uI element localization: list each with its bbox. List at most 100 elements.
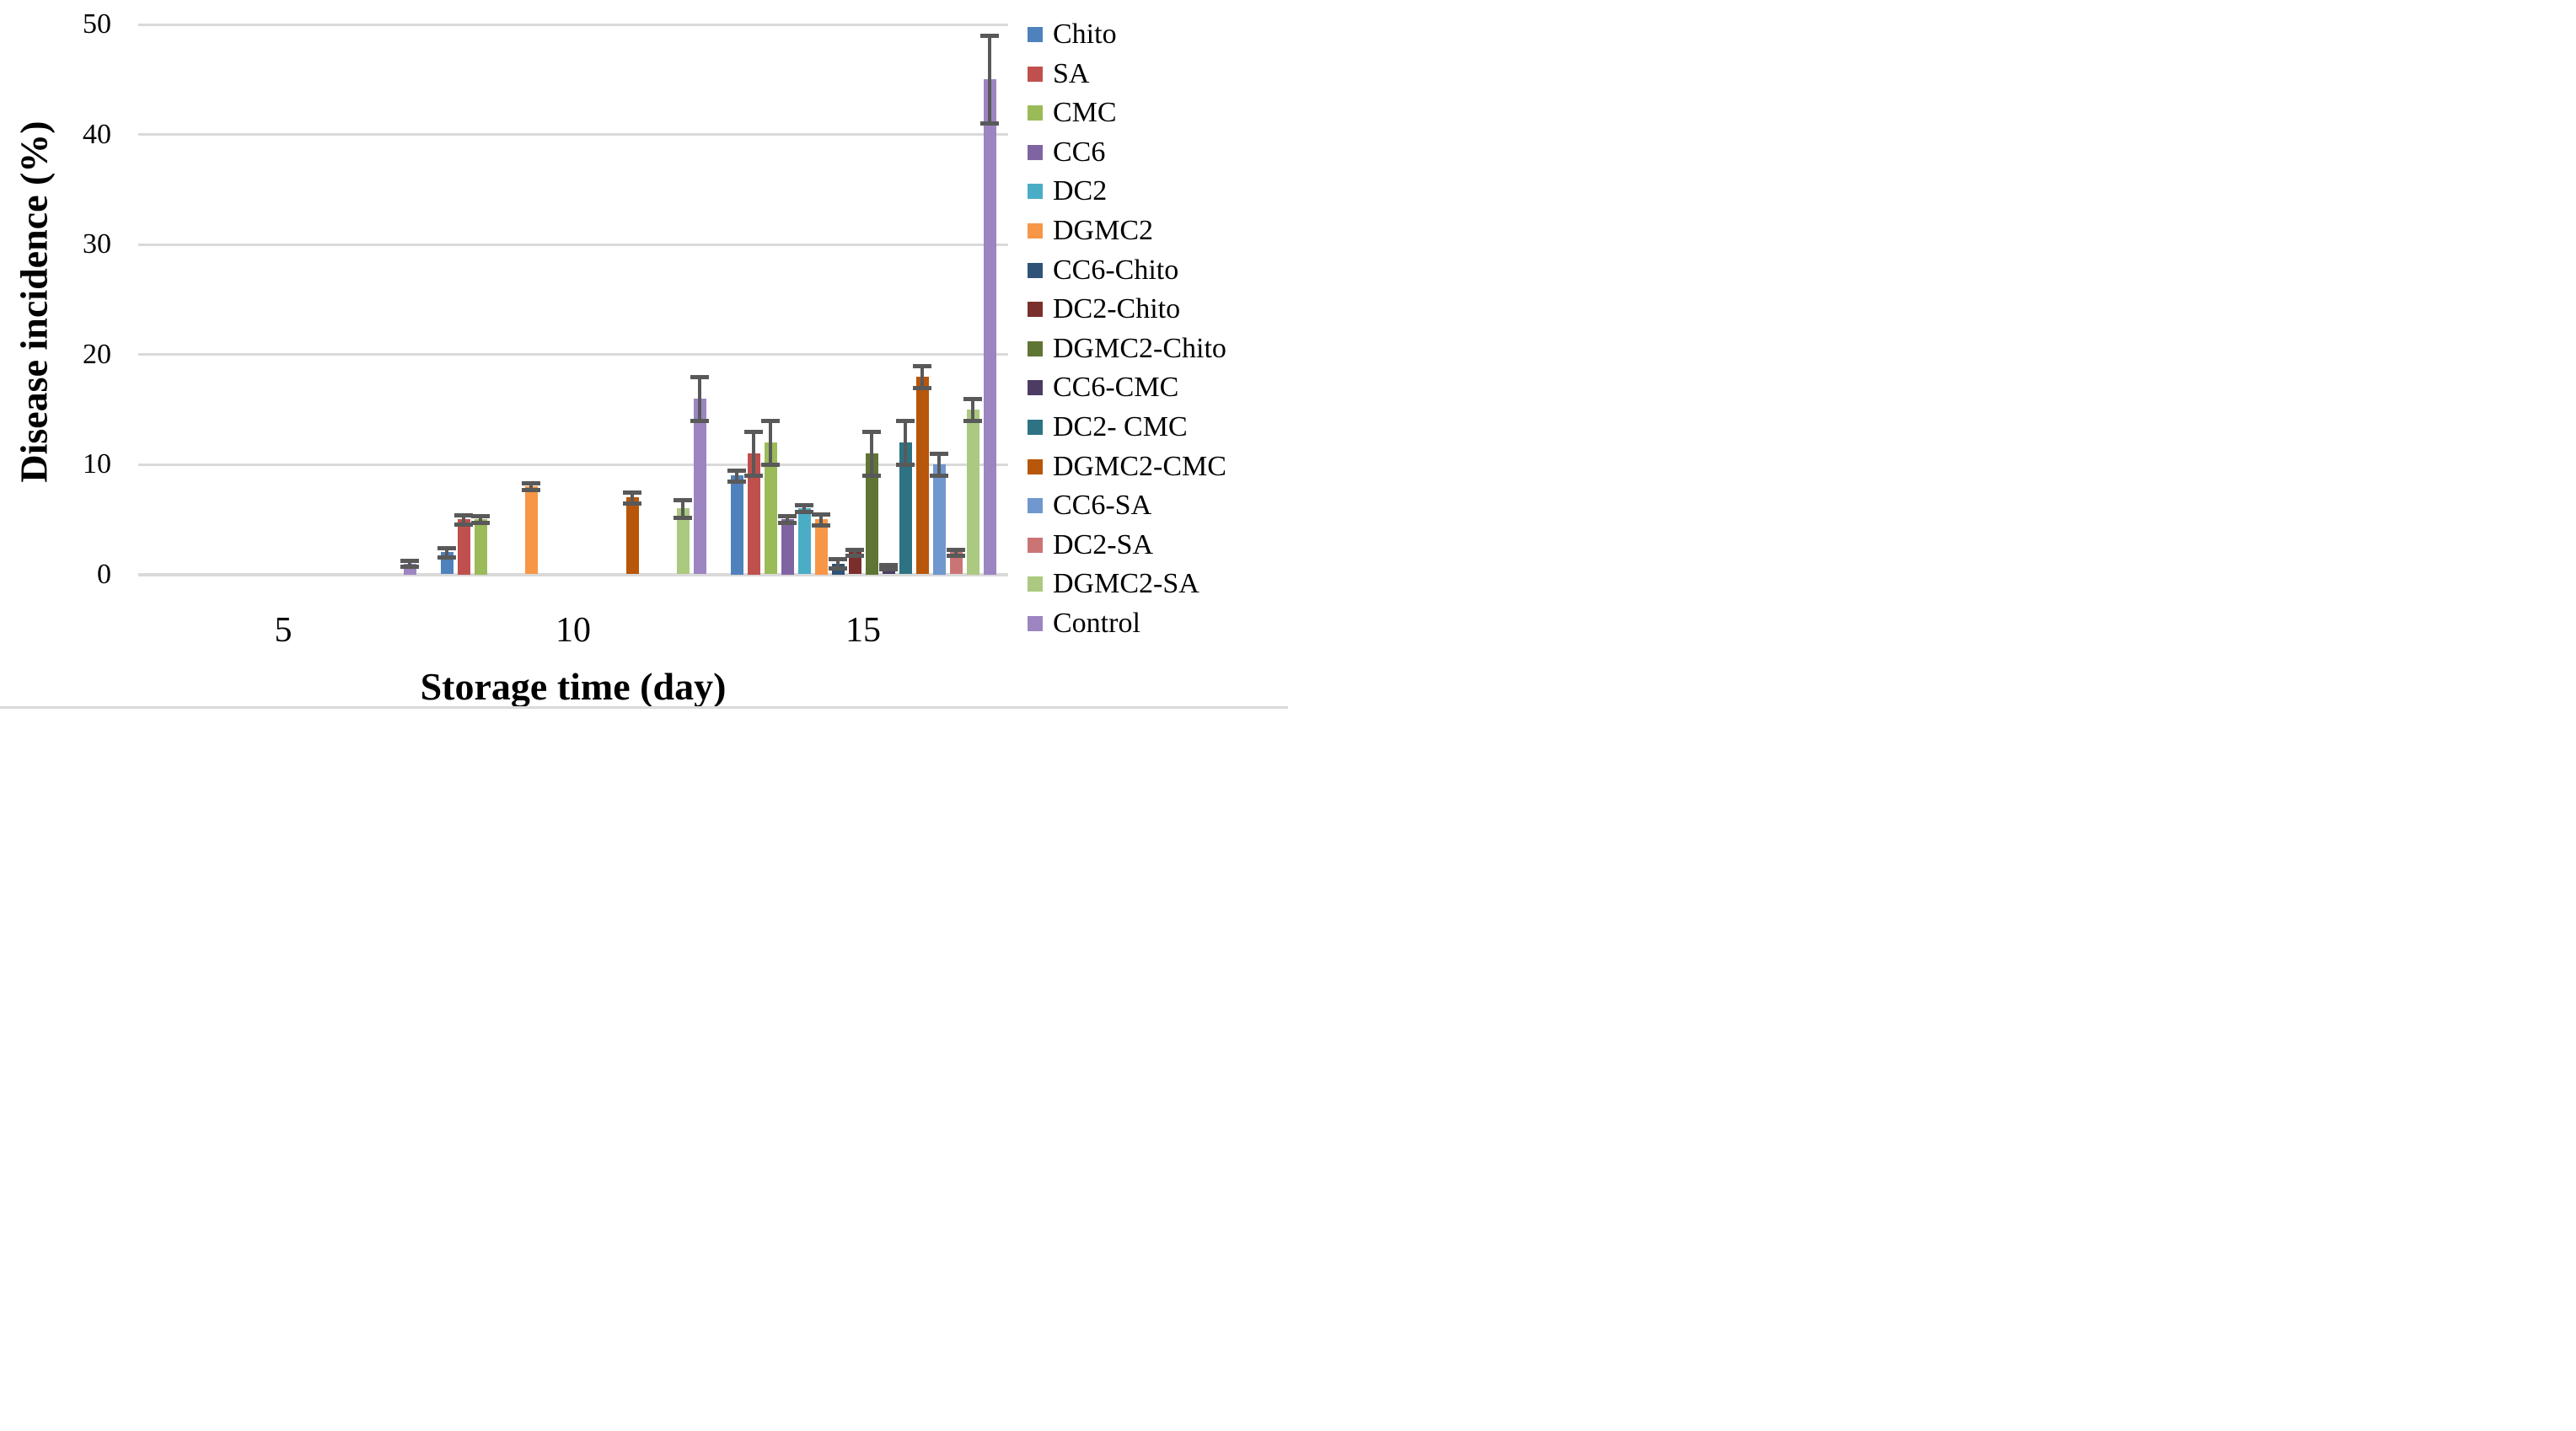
legend-label-DC2-SA: DC2-SA xyxy=(1053,528,1154,560)
bar-CC6-SA-day15 xyxy=(932,464,946,575)
bar-Chito-day15 xyxy=(730,475,743,575)
bar-DGMC2-Chito-day15 xyxy=(865,453,878,575)
legend-label-DC2- CMC: DC2- CMC xyxy=(1053,411,1188,442)
error-cap-bottom-Control-day15 xyxy=(980,121,999,126)
error-cap-top-DC2-Chito-day15 xyxy=(845,547,864,552)
error-cap-bottom-DGMC2-SA-day15 xyxy=(963,418,982,423)
legend-swatch-DGMC2 xyxy=(1028,223,1043,238)
error-cap-top-Control-day5 xyxy=(400,558,419,563)
legend-swatch-DC2- CMC xyxy=(1028,420,1043,435)
error-cap-top-DGMC2-SA-day15 xyxy=(963,396,982,401)
error-cap-top-Chito-day10 xyxy=(437,546,456,551)
error-cap-bottom-Chito-day15 xyxy=(727,479,746,484)
error-bar-CC6-day15 xyxy=(786,516,789,523)
error-bar-DC2- CMC-day15 xyxy=(904,420,907,464)
legend-swatch-CC6-Chito xyxy=(1028,262,1043,278)
y-tick-label-30: 30 xyxy=(83,228,111,260)
error-bar-DC2-Chito-day15 xyxy=(853,549,856,556)
error-cap-bottom-DC2-Chito-day15 xyxy=(845,554,864,559)
error-cap-top-DC2-day15 xyxy=(795,503,813,508)
legend-swatch-Chito xyxy=(1028,27,1043,42)
error-cap-bottom-DGMC2-CMC-day10 xyxy=(623,501,641,506)
figure-bottom-border xyxy=(0,706,1288,709)
legend-swatch-DC2-SA xyxy=(1028,537,1043,553)
legend-label-DGMC2: DGMC2 xyxy=(1053,215,1154,246)
error-bar-DGMC2-CMC-day10 xyxy=(631,491,634,503)
x-tick-label-10: 10 xyxy=(555,611,591,650)
error-cap-top-DGMC2-CMC-day15 xyxy=(913,363,931,368)
error-cap-bottom-DGMC2-day10 xyxy=(522,488,540,492)
error-cap-bottom-DC2-day15 xyxy=(795,510,813,515)
error-cap-top-Control-day15 xyxy=(980,34,999,38)
error-bar-DC2-day15 xyxy=(802,505,806,512)
legend-swatch-CC6 xyxy=(1028,144,1043,160)
error-cap-bottom-SA-day15 xyxy=(744,474,763,479)
legend-swatch-CC6-SA xyxy=(1028,498,1043,514)
bar-DGMC2-CMC-day10 xyxy=(625,497,639,575)
error-cap-bottom-CC6-day15 xyxy=(778,521,797,526)
error-cap-bottom-CC6-SA-day15 xyxy=(930,474,948,478)
error-cap-bottom-DGMC2-Chito-day15 xyxy=(862,474,881,479)
error-cap-top-CMC-day10 xyxy=(471,514,490,519)
bar-chart: 0 10 20 30 40 50 5 10 15 Disease incidence (%) … xyxy=(0,0,1288,716)
error-bar-DGMC2-Chito-day15 xyxy=(870,431,873,476)
error-bar-Control-day5 xyxy=(408,560,411,567)
legend-label-SA: SA xyxy=(1053,57,1090,89)
error-cap-bottom-DGMC2-CMC-day15 xyxy=(913,385,931,390)
bar-DGMC2-day10 xyxy=(524,486,538,575)
legend-label-CC6-SA: CC6-SA xyxy=(1053,490,1152,522)
legend: Chito SA CMC CC6 DC2 DGMC2 CC6-Chito DC2-Chito D… xyxy=(0,0,1288,716)
legend-label-Chito: Chito xyxy=(1053,19,1117,50)
error-bar-DGMC2-SA-day15 xyxy=(971,398,974,421)
legend-label-DC2-Chito: DC2-Chito xyxy=(1053,293,1181,325)
error-bar-SA-day10 xyxy=(462,515,465,524)
error-cap-bottom-DGMC2-day15 xyxy=(812,523,830,528)
legend-swatch-CC6-CMC xyxy=(1028,380,1043,396)
legend-swatch-CMC xyxy=(1028,105,1043,121)
gridline-40 xyxy=(138,133,1008,136)
y-tick-label-10: 10 xyxy=(83,448,111,480)
bar-CC6-day15 xyxy=(781,519,794,575)
legend-label-DGMC2-CMC: DGMC2-CMC xyxy=(1053,450,1226,482)
legend-label-CMC: CMC xyxy=(1053,97,1117,129)
y-tick-label-0: 0 xyxy=(97,558,111,590)
error-cap-top-SA-day10 xyxy=(454,513,473,517)
error-cap-bottom-CMC-day15 xyxy=(761,463,780,467)
error-bar-DGMC2-day10 xyxy=(529,483,533,490)
bar-Control-day10 xyxy=(693,398,706,575)
legend-label-CC6-CMC: CC6-CMC xyxy=(1053,372,1179,404)
x-tick-label-5: 5 xyxy=(274,611,292,650)
error-bar-SA-day15 xyxy=(752,431,755,476)
legend-swatch-DGMC2-CMC xyxy=(1028,458,1043,474)
bar-DGMC2-SA-day15 xyxy=(966,409,979,575)
error-bar-Chito-day15 xyxy=(735,469,738,481)
error-cap-top-DGMC2-day15 xyxy=(812,512,830,517)
bar-CMC-day10 xyxy=(474,519,487,575)
bar-DGMC2-CMC-day15 xyxy=(915,376,929,575)
bar-SA-day10 xyxy=(457,519,470,575)
error-cap-top-DC2- CMC-day15 xyxy=(896,418,915,423)
error-cap-top-CMC-day15 xyxy=(761,418,780,423)
error-cap-bottom-Chito-day10 xyxy=(437,555,456,560)
x-axis-title: Storage time (day) xyxy=(420,665,727,708)
gridline-0 xyxy=(138,572,1008,576)
error-cap-bottom-CMC-day10 xyxy=(471,521,490,526)
error-bar-CMC-day15 xyxy=(769,420,772,464)
legend-swatch-Control xyxy=(1028,616,1043,631)
legend-swatch-DC2 xyxy=(1028,184,1043,200)
bar-DGMC2-day15 xyxy=(814,519,828,575)
error-cap-top-DGMC2-SA-day10 xyxy=(674,497,692,502)
bar-DGMC2-SA-day10 xyxy=(676,508,690,575)
error-cap-top-CC6-day15 xyxy=(778,514,797,519)
legend-label-CC6: CC6 xyxy=(1053,136,1106,168)
error-cap-bottom-SA-day10 xyxy=(454,522,473,527)
y-tick-label-40: 40 xyxy=(83,118,111,150)
gridline-30 xyxy=(138,243,1008,246)
legend-swatch-DGMC2-Chito xyxy=(1028,340,1043,356)
error-bar-CC6-Chito-day15 xyxy=(836,559,840,568)
legend-swatch-SA xyxy=(1028,66,1043,82)
x-tick-label-15: 15 xyxy=(845,611,881,650)
legend-swatch-DC2-Chito xyxy=(1028,302,1043,318)
error-cap-top-CC6-Chito-day15 xyxy=(829,557,847,562)
bar-DC2-day15 xyxy=(797,508,811,575)
